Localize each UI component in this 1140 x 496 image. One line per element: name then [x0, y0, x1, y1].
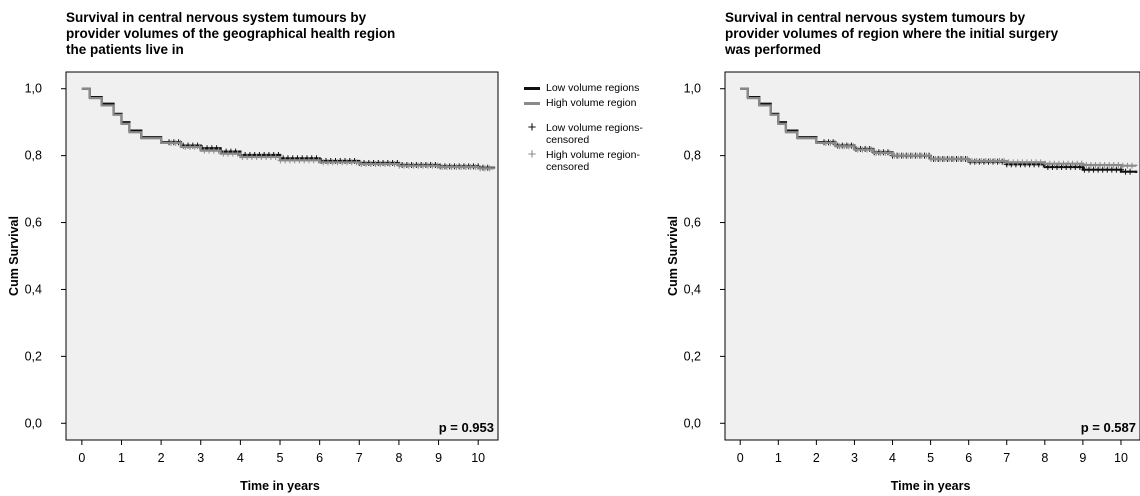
high-volume-censor-marks	[822, 139, 1136, 169]
plus-icon: +	[527, 146, 537, 163]
y-tick-label: 0,8	[25, 149, 42, 163]
y-axis-label: Cum Survival	[7, 216, 21, 296]
y-tick-label: 0,2	[684, 349, 701, 363]
y-tick-label: 0,8	[684, 149, 701, 163]
survival-plot-left: 0,0 0,2 0,4 0,6 0,8 1,0 0 1 2 3 4 5 6 7 8 9 10 Time in ye…	[7, 71, 499, 493]
survival-plot-right: 0,0 0,2 0,4 0,6 0,8 1,0 0 1 2 3 4 5 6 7 8 9 10 Time in ye…	[666, 71, 1140, 493]
y-tick-label: 0,6	[25, 216, 42, 230]
y-tick-label: 1,0	[684, 82, 701, 96]
x-tick-label: 10	[1114, 451, 1128, 465]
chart-legend: Low volume regions High volume region + …	[524, 82, 654, 176]
x-tick-label: 9	[1079, 451, 1086, 465]
y-tick-label: 0,6	[684, 216, 701, 230]
x-tick-label: 0	[737, 451, 744, 465]
legend-label: High volume region	[546, 97, 637, 109]
x-tick-label: 4	[889, 451, 896, 465]
legend-label: High volume region- censored	[546, 149, 640, 173]
high-volume-censor-marks	[168, 139, 493, 172]
low-volume-line-icon	[524, 87, 540, 90]
y-tick-label: 0,2	[25, 349, 42, 363]
x-tick-label: 10	[471, 451, 485, 465]
y-tick-label: 1,0	[25, 82, 42, 96]
x-tick-label: 0	[78, 451, 85, 465]
x-tick-label: 2	[158, 451, 165, 465]
y-tick-label: 0,4	[684, 282, 701, 296]
plot-area	[724, 71, 1140, 441]
chart-title: Survival in central nervous system tumou…	[66, 10, 396, 57]
high-volume-line-icon	[524, 102, 540, 105]
x-tick-label: 6	[316, 451, 323, 465]
chart-title: Survival in central nervous system tumou…	[725, 10, 1059, 57]
legend-item-high-line: High volume region	[524, 97, 654, 109]
legend-item-high-censored: + High volume region- censored	[524, 146, 654, 173]
x-tick-label: 8	[1041, 451, 1048, 465]
x-axis-label: Time in years	[891, 479, 971, 493]
legend-item-low-line: Low volume regions	[524, 82, 654, 94]
x-tick-label: 3	[851, 451, 858, 465]
plot-area	[65, 71, 499, 441]
legend-item-low-censored: + Low volume regions- censored	[524, 119, 654, 146]
y-tick-label: 0,4	[25, 282, 42, 296]
x-tick-label: 8	[395, 451, 402, 465]
y-axis-label: Cum Survival	[666, 216, 680, 296]
p-value-label: p = 0.587	[1081, 420, 1136, 435]
x-tick-label: 7	[1003, 451, 1010, 465]
x-tick-label: 2	[813, 451, 820, 465]
x-tick-label: 4	[237, 451, 244, 465]
legend-label: Low volume regions- censored	[546, 122, 643, 146]
p-value-label: p = 0.953	[439, 420, 494, 435]
plus-icon: +	[527, 119, 537, 136]
chart-panel-left: Survival in central nervous system tumou…	[0, 0, 520, 496]
x-tick-label: 7	[356, 451, 363, 465]
x-tick-label: 1	[118, 451, 125, 465]
x-axis-label: Time in years	[240, 479, 320, 493]
x-tick-label: 3	[197, 451, 204, 465]
chart-panel-right: Survival in central nervous system tumou…	[650, 0, 1140, 496]
x-tick-label: 6	[965, 451, 972, 465]
x-tick-label: 5	[927, 451, 934, 465]
x-tick-label: 9	[435, 451, 442, 465]
x-tick-label: 1	[775, 451, 782, 465]
x-tick-label: 5	[277, 451, 284, 465]
y-tick-label: 0,0	[25, 416, 42, 430]
legend-label: Low volume regions	[546, 82, 640, 94]
y-tick-label: 0,0	[684, 416, 701, 430]
